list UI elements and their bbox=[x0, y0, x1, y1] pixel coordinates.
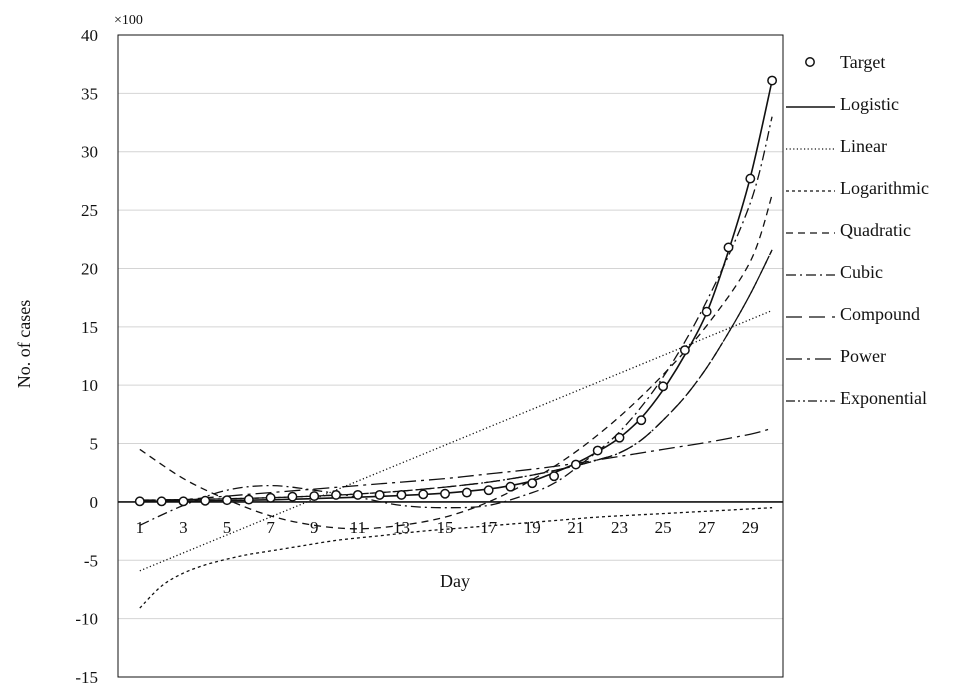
series-line-exponential bbox=[139, 249, 773, 501]
data-point-target bbox=[549, 471, 560, 482]
y-tick-label: 25 bbox=[81, 201, 98, 220]
data-point-target bbox=[396, 489, 407, 500]
plot-frame bbox=[117, 34, 784, 678]
legend-label-linear: Linear bbox=[840, 136, 887, 156]
x-tick-label: 25 bbox=[655, 518, 672, 537]
y-tick-label: 0 bbox=[90, 493, 99, 512]
data-point-target bbox=[461, 487, 472, 498]
x-tick-label: 27 bbox=[698, 518, 716, 537]
data-point-target bbox=[309, 491, 320, 502]
x-tick-label: 1 bbox=[136, 518, 145, 537]
data-point-target bbox=[134, 496, 145, 507]
data-point-target bbox=[352, 489, 363, 500]
x-tick-label: 11 bbox=[350, 518, 366, 537]
legend-symbol-target bbox=[805, 57, 815, 67]
legend: Target Logistic Linear Logarithmic Quadratic… bbox=[786, 52, 929, 408]
data-point-target bbox=[374, 489, 385, 500]
data-point-target bbox=[265, 492, 276, 503]
y-tick-label: 30 bbox=[81, 143, 98, 162]
data-point-target bbox=[614, 432, 625, 443]
y-tick-label: 35 bbox=[81, 84, 98, 103]
x-tick-label: 13 bbox=[393, 518, 410, 537]
legend-label-quadratic: Quadratic bbox=[840, 220, 911, 240]
data-point-target bbox=[767, 75, 778, 86]
x-tick-label: 3 bbox=[179, 518, 188, 537]
x-tick-label: 23 bbox=[611, 518, 628, 537]
data-point-target bbox=[527, 478, 538, 489]
legend-label-target: Target bbox=[840, 52, 885, 72]
x-tick-label: 19 bbox=[524, 518, 541, 537]
y-tick-label: 40 bbox=[81, 26, 98, 45]
series-layer bbox=[134, 75, 778, 609]
y-tick-label: -10 bbox=[75, 610, 98, 629]
series-line-compound bbox=[139, 249, 773, 501]
y-tick-label: 5 bbox=[90, 435, 99, 454]
x-tick-label: 5 bbox=[223, 518, 232, 537]
data-point-target bbox=[222, 495, 232, 506]
legend-label-power: Power bbox=[840, 346, 886, 366]
legend-label-logistic: Logistic bbox=[840, 94, 899, 114]
data-point-target bbox=[178, 496, 189, 507]
legend-label-exponential: Exponential bbox=[840, 388, 927, 408]
data-point-target bbox=[679, 345, 690, 356]
data-point-target bbox=[287, 491, 298, 502]
data-point-target bbox=[156, 496, 167, 507]
y-tick-label: -5 bbox=[84, 551, 98, 570]
data-point-target bbox=[658, 381, 669, 392]
data-point-target bbox=[592, 445, 603, 456]
y-tick-label: -15 bbox=[75, 668, 98, 686]
data-point-target bbox=[440, 488, 450, 499]
data-point-target bbox=[636, 415, 647, 426]
data-point-target bbox=[418, 489, 429, 500]
data-point-target bbox=[331, 489, 341, 500]
y-tick-label: 15 bbox=[81, 318, 98, 337]
data-point-target bbox=[701, 306, 712, 317]
x-tick-label: 21 bbox=[567, 518, 584, 537]
x-tick-label: 29 bbox=[742, 518, 759, 537]
scale-note: ×100 bbox=[114, 13, 143, 28]
series-line-logarithmic bbox=[139, 507, 773, 609]
data-point-target bbox=[505, 481, 516, 492]
x-tick-label: 17 bbox=[480, 518, 498, 537]
series-line-quadratic bbox=[139, 194, 773, 530]
series-line-logistic bbox=[139, 80, 773, 503]
data-point-target bbox=[243, 494, 254, 505]
series-line-linear bbox=[139, 309, 773, 572]
y-axis-title: No. of cases bbox=[14, 300, 34, 388]
data-point-target bbox=[723, 242, 734, 253]
legend-label-compound: Compound bbox=[840, 304, 920, 324]
x-tick-label: 7 bbox=[266, 518, 275, 537]
y-tick-label: 10 bbox=[81, 376, 98, 395]
data-point-target bbox=[745, 173, 756, 184]
x-axis-title: Day bbox=[440, 571, 470, 591]
series-line-power bbox=[139, 427, 773, 503]
data-point-target bbox=[483, 485, 494, 496]
series-line-cubic bbox=[139, 116, 773, 526]
data-point-target bbox=[570, 459, 581, 470]
legend-label-logarithmic: Logarithmic bbox=[840, 178, 929, 198]
legend-label-cubic: Cubic bbox=[840, 262, 883, 282]
y-tick-label: 20 bbox=[81, 259, 98, 278]
data-point-target bbox=[200, 495, 211, 506]
x-tick-label: 9 bbox=[310, 518, 319, 537]
x-tick-label: 15 bbox=[437, 518, 454, 537]
